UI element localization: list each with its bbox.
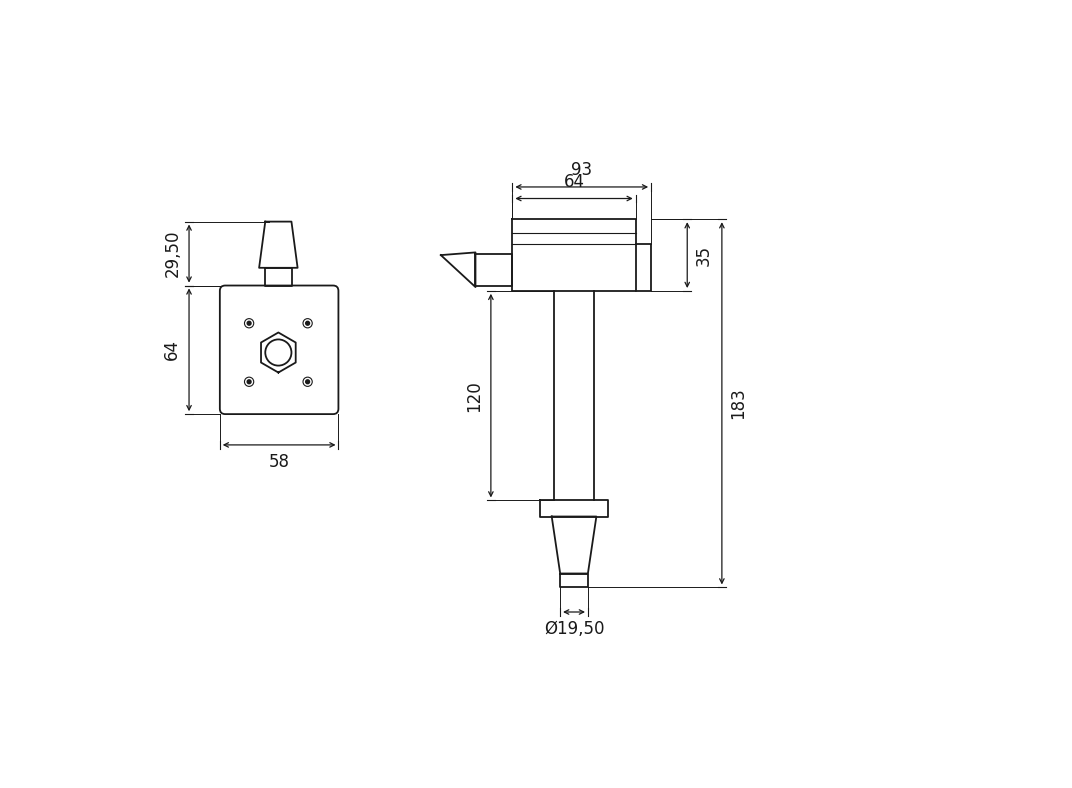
Circle shape [248, 322, 251, 325]
Circle shape [306, 322, 310, 325]
Text: 35: 35 [695, 244, 713, 266]
Text: 29,50: 29,50 [163, 230, 181, 277]
Text: 93: 93 [571, 162, 593, 179]
Text: 120: 120 [465, 380, 483, 411]
Text: 64: 64 [163, 340, 181, 360]
Text: 183: 183 [730, 388, 747, 419]
Text: 58: 58 [269, 452, 289, 470]
Circle shape [306, 380, 310, 384]
Text: Ø19,50: Ø19,50 [544, 619, 605, 637]
Circle shape [248, 380, 251, 384]
Text: 64: 64 [564, 173, 584, 191]
FancyBboxPatch shape [220, 285, 339, 414]
